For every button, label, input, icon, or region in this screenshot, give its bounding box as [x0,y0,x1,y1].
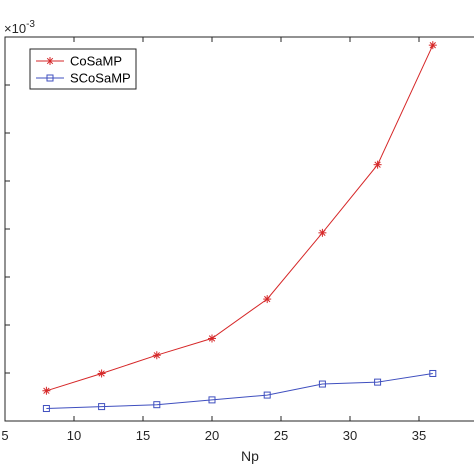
x-tick-label-3: 20 [205,428,219,443]
point-scosamp-2 [153,401,161,409]
point-cosamp-0-stroke-3 [43,387,50,394]
y-axis-ticks [5,36,10,422]
point-scosamp-0 [42,405,50,413]
point-cosamp-5 [318,228,327,237]
series-scosamp [42,369,437,413]
point-cosamp-3-stroke-3 [208,335,216,342]
point-cosamp-6-stroke-3 [374,161,381,168]
point-cosamp-0 [42,386,51,395]
series-line-cosamp [46,44,434,392]
x-tick-label-6: 35 [412,428,426,443]
plot-area [4,36,474,422]
point-cosamp-7 [428,41,437,50]
x-tick-label-5: 30 [343,428,357,443]
y-exponent-base: ×10 [4,21,26,36]
point-cosamp-2-stroke-3 [153,352,160,359]
point-scosamp-1 [98,403,106,411]
legend-box [29,48,137,90]
series-cosamp [42,41,437,395]
point-cosamp-2 [152,351,161,360]
x-tick-label-4: 25 [274,428,288,443]
x-axis-label: Np [241,448,259,464]
legend-marker-cosamp-stroke-3 [46,57,54,65]
point-cosamp-4 [263,295,272,304]
point-cosamp-7-stroke-3 [429,42,436,49]
plot-frame [4,36,474,422]
series-line-scosamp [46,373,433,409]
point-scosamp-3 [208,396,216,404]
point-cosamp-5-stroke-3 [319,229,326,236]
legend: CoSaMP SCoSaMP [29,48,137,90]
legend-label-cosamp: CoSaMP [70,54,122,69]
legend-entry-scosamp: SCoSaMP [36,71,131,86]
y-exponent-label: ×10-3 [4,19,35,36]
point-cosamp-6 [373,160,382,169]
point-cosamp-1 [97,369,106,378]
x-tick-label-0: 5 [1,428,8,443]
series-layer [42,41,437,413]
legend-label-scosamp: SCoSaMP [70,71,131,86]
legend-entries: CoSaMP SCoSaMP [36,54,131,86]
point-cosamp-4-stroke-3 [264,295,271,303]
x-tick-label-2: 15 [136,428,150,443]
point-cosamp-1-stroke-3 [98,370,105,377]
point-scosamp-7 [429,369,437,377]
point-scosamp-6 [374,378,382,386]
x-tick-label-1: 10 [67,428,81,443]
point-scosamp-5 [318,380,326,388]
point-cosamp-3 [208,334,216,343]
y-exponent-power: -3 [26,19,35,30]
x-axis-ticks: 5 10 15 20 25 30 35 [1,37,426,443]
legend-marker-scosamp [46,74,54,82]
legend-entry-cosamp: CoSaMP [36,54,122,69]
legend-marker-cosamp [46,57,54,65]
point-scosamp-4 [263,391,271,399]
